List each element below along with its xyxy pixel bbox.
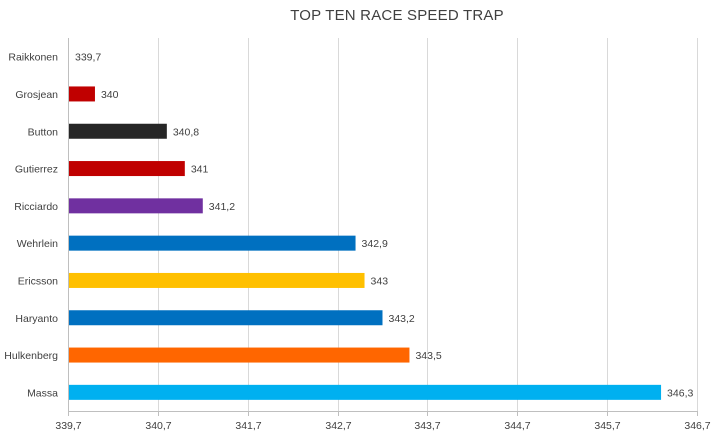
data-label: 346,3 <box>667 387 693 399</box>
category-label: Ricciardo <box>14 201 58 213</box>
data-label: 339,7 <box>75 52 101 64</box>
bars <box>69 86 662 400</box>
chart-title: TOP TEN RACE SPEED TRAP <box>290 7 504 24</box>
x-tick-label: 346,7 <box>684 420 710 432</box>
x-tick-label: 341,7 <box>235 420 261 432</box>
category-label: Gutierrez <box>15 164 58 176</box>
category-label: Ericsson <box>18 275 58 287</box>
x-tick-label: 343,7 <box>414 420 440 432</box>
x-tick-label: 339,7 <box>55 420 81 432</box>
data-label: 342,9 <box>362 238 388 250</box>
category-label: Massa <box>27 387 58 399</box>
data-label: 341,2 <box>209 201 235 213</box>
data-label: 340,8 <box>173 126 199 138</box>
data-label: 343,5 <box>415 350 441 362</box>
bar <box>69 347 410 363</box>
x-axis: 339,7 340,7 341,7 342,7 343,7 344,7 345,7 346,7 <box>55 38 711 432</box>
data-label: 340 <box>101 89 119 101</box>
data-label: 343,2 <box>389 313 415 325</box>
x-tick-label: 342,7 <box>325 420 351 432</box>
x-tick-label: 345,7 <box>594 420 620 432</box>
category-label: Haryanto <box>15 313 58 325</box>
labels: Raikkonen 339,7 Grosjean 340 Button 340,8 Guti… <box>4 52 693 400</box>
bar <box>69 198 203 214</box>
bar <box>69 384 662 400</box>
category-label: Hulkenberg <box>4 350 58 362</box>
data-label: 341 <box>191 164 209 176</box>
bar <box>69 272 365 288</box>
category-label: Wehrlein <box>17 238 58 250</box>
gridlines <box>158 38 698 411</box>
data-label: 343 <box>371 275 389 287</box>
x-tick-label: 340,7 <box>145 420 171 432</box>
bar <box>69 310 383 326</box>
category-label: Raikkonen <box>8 52 58 64</box>
bar <box>69 235 356 251</box>
x-tick-label: 344,7 <box>504 420 530 432</box>
category-label: Button <box>28 126 59 138</box>
bar <box>69 123 167 139</box>
bar <box>69 161 185 177</box>
bar <box>69 86 95 102</box>
category-label: Grosjean <box>15 89 58 101</box>
